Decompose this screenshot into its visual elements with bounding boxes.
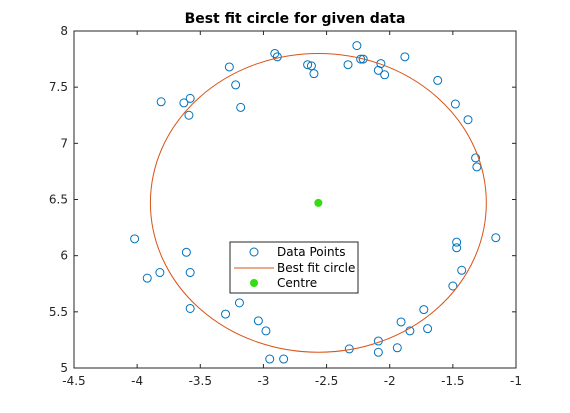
plot-area bbox=[130, 41, 501, 364]
data-point bbox=[185, 303, 195, 313]
y-tick-label: 7 bbox=[60, 136, 68, 150]
data-point bbox=[181, 247, 191, 257]
x-tick-label: -2.5 bbox=[315, 374, 338, 388]
data-point bbox=[224, 62, 234, 72]
data-point bbox=[234, 298, 244, 308]
data-point bbox=[450, 99, 460, 109]
axis-ticks: -4.5 -4 -3.5 -3 -2.5 -2 -1.5 -1 5 5.5 6 6.5 7 7.5 8 bbox=[49, 24, 522, 388]
legend: Data Points Best fit circle Centre bbox=[229, 241, 359, 294]
data-point bbox=[373, 65, 383, 75]
x-tick-label: -4.5 bbox=[62, 374, 85, 388]
legend-centre-label: Centre bbox=[277, 276, 317, 290]
data-point bbox=[400, 52, 410, 62]
data-point bbox=[380, 70, 390, 80]
data-point bbox=[253, 316, 263, 326]
data-point bbox=[452, 243, 462, 253]
y-tick-label: 8 bbox=[60, 24, 68, 38]
data-point bbox=[221, 309, 231, 319]
centre-point bbox=[314, 198, 323, 207]
legend-data-points-marker bbox=[249, 247, 259, 257]
data-point bbox=[179, 98, 189, 108]
data-point bbox=[265, 354, 275, 364]
legend-fit-circle-label: Best fit circle bbox=[277, 261, 355, 275]
x-tick-label: -4 bbox=[131, 374, 143, 388]
y-tick-label: 5 bbox=[60, 361, 68, 375]
data-point bbox=[396, 317, 406, 327]
y-tick-label: 6.5 bbox=[49, 193, 68, 207]
x-tick-label: -1 bbox=[510, 374, 522, 388]
data-point bbox=[130, 234, 140, 244]
y-tick-label: 5.5 bbox=[49, 305, 68, 319]
data-point bbox=[343, 60, 353, 70]
y-tick-label: 7.5 bbox=[49, 80, 68, 94]
data-point bbox=[142, 273, 152, 283]
data-point bbox=[185, 268, 195, 278]
x-tick-label: -2 bbox=[384, 374, 396, 388]
data-point bbox=[491, 233, 501, 243]
data-point bbox=[279, 354, 289, 364]
data-point bbox=[463, 115, 473, 125]
data-point bbox=[303, 60, 313, 70]
data-point bbox=[309, 69, 319, 79]
data-point bbox=[231, 80, 241, 90]
data-point bbox=[156, 97, 166, 107]
best-fit-circle bbox=[149, 52, 487, 353]
data-point bbox=[358, 54, 368, 64]
data-point bbox=[185, 93, 195, 103]
data-point bbox=[448, 281, 458, 291]
data-point bbox=[433, 75, 443, 85]
legend-data-points-label: Data Points bbox=[277, 245, 346, 259]
data-point bbox=[155, 268, 165, 278]
data-point bbox=[419, 305, 429, 315]
data-point bbox=[472, 162, 482, 172]
data-point bbox=[184, 110, 194, 120]
data-point bbox=[392, 343, 402, 353]
axes-background bbox=[74, 31, 516, 368]
legend-centre-marker bbox=[250, 279, 258, 287]
y-tick-label: 6 bbox=[60, 249, 68, 263]
data-point bbox=[452, 237, 462, 247]
chart-title: Best fit circle for given data bbox=[185, 11, 406, 27]
data-point bbox=[261, 326, 271, 336]
data-point bbox=[373, 347, 383, 357]
data-point bbox=[457, 265, 467, 275]
data-point bbox=[236, 102, 246, 112]
data-point bbox=[471, 153, 481, 163]
data-point bbox=[306, 61, 316, 71]
data-point bbox=[352, 41, 362, 51]
x-tick-label: -3.5 bbox=[189, 374, 212, 388]
data-point bbox=[423, 324, 433, 334]
x-tick-label: -1.5 bbox=[441, 374, 464, 388]
x-tick-label: -3 bbox=[257, 374, 269, 388]
